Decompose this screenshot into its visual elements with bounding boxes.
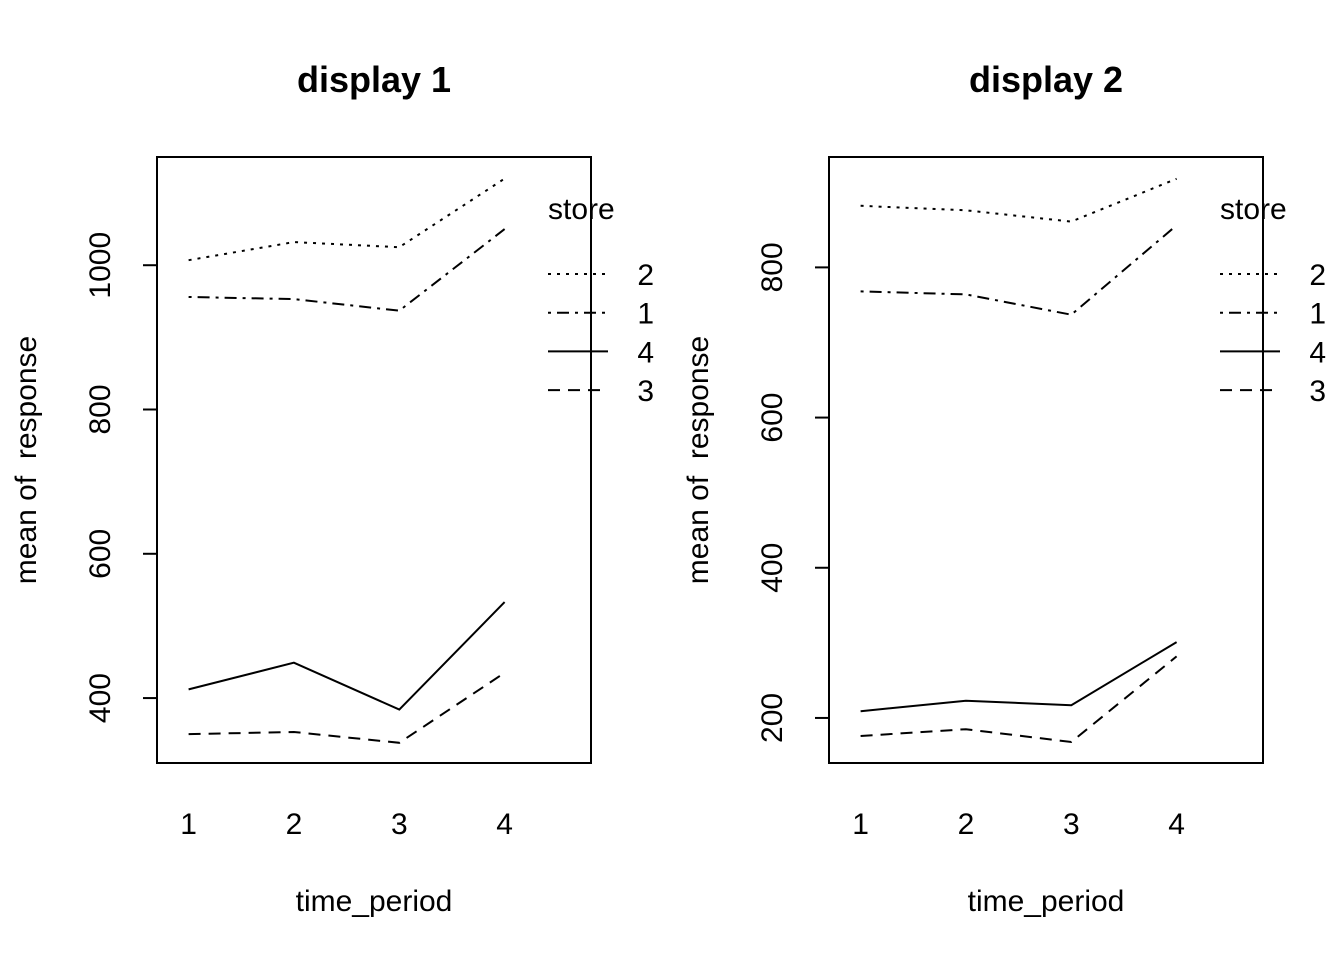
- x-tick-label: 1: [852, 808, 869, 841]
- x-tick-label: 3: [391, 808, 408, 841]
- legend-label: 2: [637, 259, 654, 292]
- series-line-store-4: [188, 601, 506, 711]
- series-line-store-3: [188, 671, 506, 744]
- legend-label: 3: [637, 375, 654, 408]
- series-line-store-1: [188, 228, 506, 312]
- y-tick-label: 200: [756, 693, 789, 743]
- legend-label: 1: [1309, 298, 1326, 331]
- series-line-store-2: [188, 177, 506, 262]
- legend-label: 3: [1309, 375, 1326, 408]
- legend-label: 1: [637, 298, 654, 331]
- y-tick-label: 1000: [84, 232, 117, 299]
- chart-title: display 1: [297, 59, 451, 100]
- panels: display 1 1 2 3 4 400 600 800 1000 time_period mea…: [10, 59, 1326, 918]
- y-tick-label: 400: [84, 673, 117, 723]
- series-line-store-1: [860, 224, 1178, 316]
- legend: store 2 1 4 3: [1220, 193, 1326, 408]
- y-axis-label: mean of response: [10, 336, 43, 584]
- plot-frame: [828, 156, 1264, 764]
- y-axis-label: mean of response: [682, 336, 715, 584]
- series-line-store-2: [860, 177, 1177, 223]
- x-tick-label: 1: [180, 808, 197, 841]
- legend-title: store: [548, 193, 615, 226]
- y-tick-label: 600: [756, 393, 789, 443]
- y-tick-label: 400: [756, 543, 789, 593]
- x-axis-label: time_period: [296, 885, 453, 918]
- y-tick-label: 800: [756, 242, 789, 292]
- series-line-store-3: [860, 655, 1178, 744]
- chart-title: display 2: [969, 59, 1123, 100]
- x-axis-label: time_period: [968, 885, 1125, 918]
- legend: store 2 1 4 3: [548, 193, 654, 408]
- series-line-store-4: [860, 641, 1178, 713]
- x-tick-label: 4: [496, 808, 513, 841]
- chart-panel-2: display 2 1 2 3 4 200 400 600 800 time_period mean…: [682, 59, 1326, 918]
- legend-label: 4: [1309, 336, 1326, 369]
- x-tick-label: 2: [958, 808, 975, 841]
- x-tick-label: 3: [1063, 808, 1080, 841]
- x-tick-label: 4: [1168, 808, 1185, 841]
- legend-label: 2: [1309, 259, 1326, 292]
- x-tick-label: 2: [286, 808, 303, 841]
- legend-title: store: [1220, 193, 1287, 226]
- legend-label: 4: [637, 336, 654, 369]
- y-tick-label: 600: [84, 529, 117, 579]
- plot-frame: [156, 156, 592, 764]
- y-tick-label: 800: [84, 384, 117, 434]
- chart-panel-1: display 1 1 2 3 4 400 600 800 1000 time_period mea…: [10, 59, 654, 918]
